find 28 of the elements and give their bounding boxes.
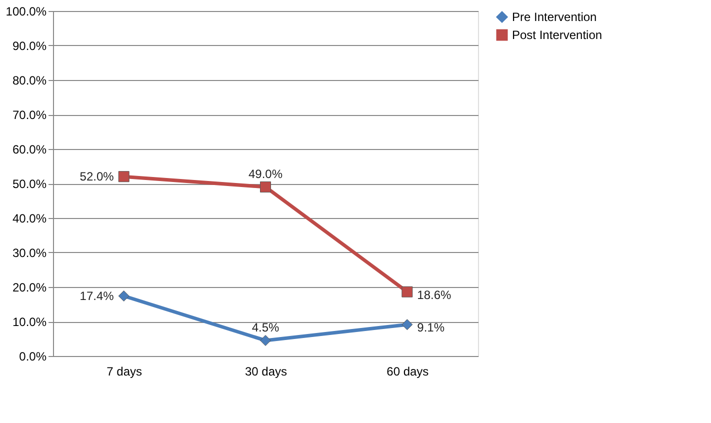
y-tick-label: 40.0%: [12, 212, 47, 226]
y-tick-label: 80.0%: [12, 74, 47, 88]
x-tick-label: 7 days: [106, 364, 142, 378]
y-tick-label: 30.0%: [12, 246, 47, 260]
x-tick-label: 60 days: [386, 364, 429, 378]
point: [402, 286, 413, 298]
y-tick-label: 10.0%: [12, 315, 47, 329]
data-label: 9.1%: [417, 320, 445, 335]
y-tick-label: 0.0%: [19, 350, 47, 364]
data-label: 49.0%: [248, 166, 283, 181]
data-label: 4.5%: [252, 320, 280, 334]
point: [260, 181, 271, 192]
y-tick-label: 90.0%: [12, 39, 47, 53]
y-tick-label: 60.0%: [12, 142, 47, 156]
point: [118, 171, 130, 182]
y-tick-label: 100.0%: [6, 4, 47, 18]
y-tick-label: 70.0%: [12, 108, 47, 122]
data-label: 52.0%: [80, 170, 114, 184]
point: [402, 319, 413, 330]
y-tick-label: 20.0%: [12, 280, 47, 294]
data-label: 18.6%: [417, 288, 452, 302]
point: [118, 290, 130, 302]
x-tick-label: 30 days: [244, 364, 288, 378]
legend-label: Post Intervention: [512, 28, 602, 42]
legend-label: Pre Intervention: [512, 10, 597, 24]
point: [260, 334, 271, 346]
data-label: 17.4%: [80, 288, 114, 303]
y-tick-label: 50.0%: [12, 177, 47, 191]
